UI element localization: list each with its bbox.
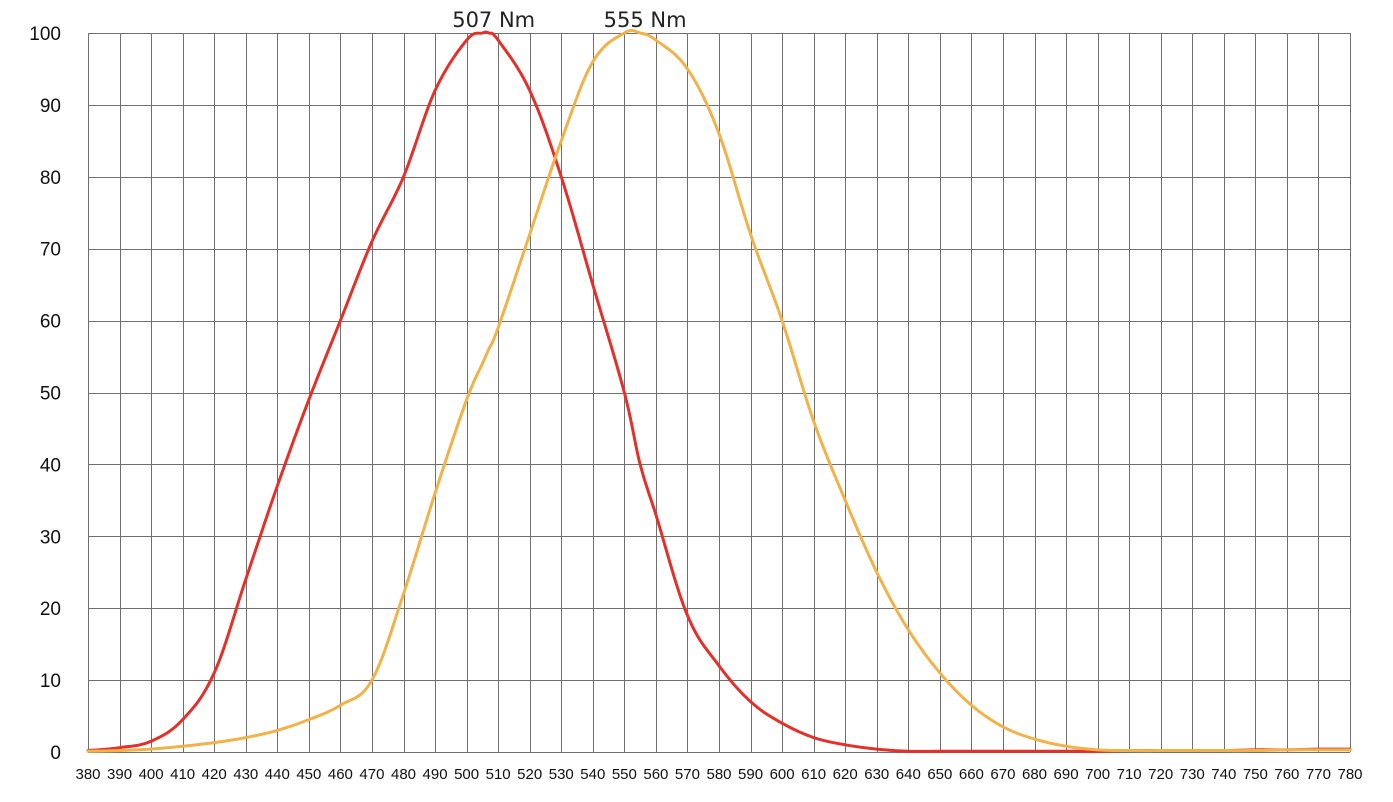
x-tick-label: 400 [139,766,164,783]
y-tick-label: 30 [40,527,61,548]
x-tick-label: 740 [1211,766,1236,783]
x-tick-label: 440 [265,766,290,783]
annotations-layer: 507 Nm 555 Nm [452,8,686,32]
x-tick-label: 410 [170,766,195,783]
x-tick-label: 600 [770,766,795,783]
x-tick-label: 540 [580,766,605,783]
y-tick-label: 100 [29,24,61,45]
x-tick-label: 530 [549,766,574,783]
x-tick-label: 750 [1243,766,1268,783]
series-layer [86,28,1352,753]
x-tick-label: 380 [75,766,100,783]
x-tick-label: 760 [1274,766,1299,783]
x-tick-label: 670 [990,766,1015,783]
x-tick-label: 620 [833,766,858,783]
x-tick-label: 460 [328,766,353,783]
x-tick-label: 680 [1022,766,1047,783]
y-tick-label: 40 [40,455,61,476]
x-tick-label: 730 [1180,766,1205,783]
x-tick-label: 610 [801,766,826,783]
x-tick-label: 470 [359,766,384,783]
x-tick-label: 430 [233,766,258,783]
x-tick-label: 550 [612,766,637,783]
axis-labels: 380 390 400 410 420 430 440 450 460 470 480 490 500 5… [29,24,1362,783]
x-tick-label: 590 [738,766,763,783]
x-tick-label: 780 [1337,766,1362,783]
x-tick-label: 710 [1117,766,1142,783]
chart-grid [88,33,1351,753]
y-tick-label: 0 [50,743,61,764]
x-tick-label: 390 [107,766,132,783]
x-tick-label: 570 [675,766,700,783]
x-tick-label: 660 [959,766,984,783]
x-tick-label: 770 [1306,766,1331,783]
x-tick-label: 520 [517,766,542,783]
peak-label: 555 Nm [604,8,687,32]
x-tick-label: 640 [896,766,921,783]
y-tick-label: 50 [40,384,61,405]
y-tick-label: 70 [40,240,61,261]
x-tick-label: 500 [454,766,479,783]
peak-label: 507 Nm [452,8,535,32]
x-tick-label: 650 [927,766,952,783]
photopic-curve [86,28,1352,753]
x-tick-label: 560 [643,766,668,783]
y-tick-label: 90 [40,96,61,117]
y-tick-label: 80 [40,168,61,189]
x-tick-label: 510 [486,766,511,783]
x-tick-label: 480 [391,766,416,783]
x-tick-label: 720 [1148,766,1173,783]
x-tick-label: 630 [864,766,889,783]
x-tick-label: 490 [423,766,448,783]
x-tick-label: 700 [1085,766,1110,783]
x-tick-label: 420 [202,766,227,783]
x-tick-label: 690 [1054,766,1079,783]
y-tick-label: 20 [40,599,61,620]
x-tick-label: 450 [296,766,321,783]
x-tick-label: 580 [706,766,731,783]
y-tick-label: 60 [40,312,61,333]
y-tick-label: 10 [40,671,61,692]
